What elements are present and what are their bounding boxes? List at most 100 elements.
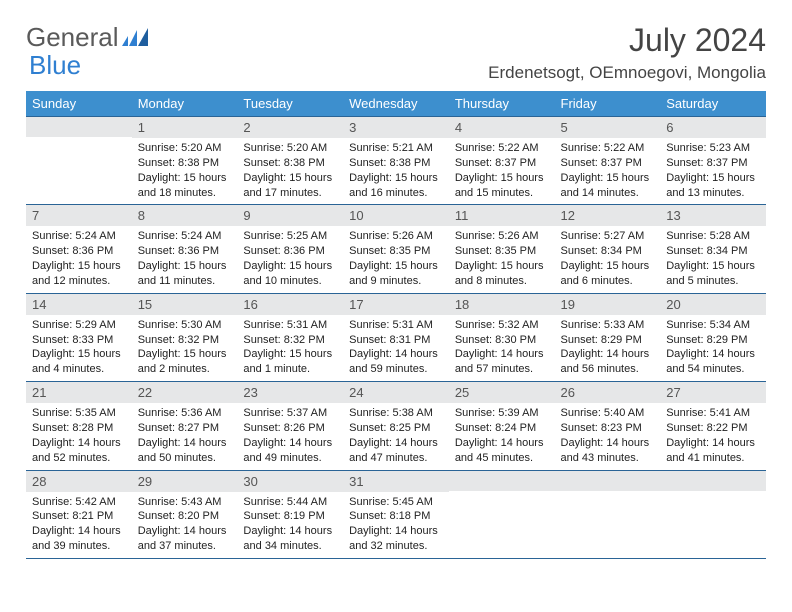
daylight-text: Daylight: 15 hours and 4 minutes. [32, 347, 126, 377]
day-number: 26 [555, 382, 661, 403]
day-content: Sunrise: 5:21 AMSunset: 8:38 PMDaylight:… [343, 138, 449, 204]
sunset-text: Sunset: 8:19 PM [243, 509, 337, 524]
daylight-text: Daylight: 14 hours and 43 minutes. [561, 436, 655, 466]
sunset-text: Sunset: 8:23 PM [561, 421, 655, 436]
sunrise-text: Sunrise: 5:44 AM [243, 495, 337, 510]
day-number: 6 [660, 117, 766, 138]
calendar-week: 1Sunrise: 5:20 AMSunset: 8:38 PMDaylight… [26, 117, 766, 205]
sunrise-text: Sunrise: 5:33 AM [561, 318, 655, 333]
weekday-header: Tuesday [237, 91, 343, 117]
sunset-text: Sunset: 8:33 PM [32, 333, 126, 348]
day-number: 1 [132, 117, 238, 138]
day-content: Sunrise: 5:40 AMSunset: 8:23 PMDaylight:… [555, 403, 661, 469]
weekday-header: Monday [132, 91, 238, 117]
brand-chart-icon [122, 22, 148, 53]
day-number: 28 [26, 471, 132, 492]
sunrise-text: Sunrise: 5:41 AM [666, 406, 760, 421]
sunrise-text: Sunrise: 5:24 AM [32, 229, 126, 244]
daylight-text: Daylight: 14 hours and 50 minutes. [138, 436, 232, 466]
day-number: 15 [132, 294, 238, 315]
calendar-cell: 16Sunrise: 5:31 AMSunset: 8:32 PMDayligh… [237, 293, 343, 381]
daylight-text: Daylight: 15 hours and 2 minutes. [138, 347, 232, 377]
daylight-text: Daylight: 14 hours and 39 minutes. [32, 524, 126, 554]
day-content: Sunrise: 5:20 AMSunset: 8:38 PMDaylight:… [237, 138, 343, 204]
day-content: Sunrise: 5:22 AMSunset: 8:37 PMDaylight:… [555, 138, 661, 204]
daylight-text: Daylight: 15 hours and 8 minutes. [455, 259, 549, 289]
daylight-text: Daylight: 15 hours and 1 minute. [243, 347, 337, 377]
sunset-text: Sunset: 8:29 PM [561, 333, 655, 348]
day-content: Sunrise: 5:22 AMSunset: 8:37 PMDaylight:… [449, 138, 555, 204]
sunrise-text: Sunrise: 5:20 AM [243, 141, 337, 156]
calendar-cell: 30Sunrise: 5:44 AMSunset: 8:19 PMDayligh… [237, 470, 343, 558]
day-number: 23 [237, 382, 343, 403]
calendar-body: 1Sunrise: 5:20 AMSunset: 8:38 PMDaylight… [26, 117, 766, 559]
day-number: 31 [343, 471, 449, 492]
calendar-cell: 8Sunrise: 5:24 AMSunset: 8:36 PMDaylight… [132, 205, 238, 293]
calendar-cell: 29Sunrise: 5:43 AMSunset: 8:20 PMDayligh… [132, 470, 238, 558]
sunrise-text: Sunrise: 5:39 AM [455, 406, 549, 421]
day-number: 11 [449, 205, 555, 226]
daylight-text: Daylight: 15 hours and 18 minutes. [138, 171, 232, 201]
sunset-text: Sunset: 8:24 PM [455, 421, 549, 436]
sunrise-text: Sunrise: 5:27 AM [561, 229, 655, 244]
daylight-text: Daylight: 14 hours and 34 minutes. [243, 524, 337, 554]
daylight-text: Daylight: 15 hours and 17 minutes. [243, 171, 337, 201]
calendar-cell: 27Sunrise: 5:41 AMSunset: 8:22 PMDayligh… [660, 382, 766, 470]
day-number: 17 [343, 294, 449, 315]
daylight-text: Daylight: 15 hours and 5 minutes. [666, 259, 760, 289]
daylight-text: Daylight: 14 hours and 47 minutes. [349, 436, 443, 466]
day-number [26, 117, 132, 137]
calendar-cell: 3Sunrise: 5:21 AMSunset: 8:38 PMDaylight… [343, 117, 449, 205]
sunrise-text: Sunrise: 5:31 AM [349, 318, 443, 333]
title-block: July 2024 Erdenetsogt, OEmnoegovi, Mongo… [488, 22, 766, 83]
sunset-text: Sunset: 8:25 PM [349, 421, 443, 436]
sunset-text: Sunset: 8:37 PM [561, 156, 655, 171]
daylight-text: Daylight: 15 hours and 11 minutes. [138, 259, 232, 289]
sunrise-text: Sunrise: 5:40 AM [561, 406, 655, 421]
day-number: 14 [26, 294, 132, 315]
calendar-cell [449, 470, 555, 558]
day-content: Sunrise: 5:36 AMSunset: 8:27 PMDaylight:… [132, 403, 238, 469]
calendar-week: 14Sunrise: 5:29 AMSunset: 8:33 PMDayligh… [26, 293, 766, 381]
daylight-text: Daylight: 15 hours and 14 minutes. [561, 171, 655, 201]
brand-part1: General [26, 22, 119, 53]
calendar-cell [26, 117, 132, 205]
day-content: Sunrise: 5:31 AMSunset: 8:31 PMDaylight:… [343, 315, 449, 381]
day-content: Sunrise: 5:24 AMSunset: 8:36 PMDaylight:… [132, 226, 238, 292]
day-number: 13 [660, 205, 766, 226]
calendar-cell: 9Sunrise: 5:25 AMSunset: 8:36 PMDaylight… [237, 205, 343, 293]
sunset-text: Sunset: 8:34 PM [561, 244, 655, 259]
daylight-text: Daylight: 14 hours and 52 minutes. [32, 436, 126, 466]
day-number: 2 [237, 117, 343, 138]
sunrise-text: Sunrise: 5:36 AM [138, 406, 232, 421]
sunset-text: Sunset: 8:31 PM [349, 333, 443, 348]
day-number: 3 [343, 117, 449, 138]
calendar-cell: 31Sunrise: 5:45 AMSunset: 8:18 PMDayligh… [343, 470, 449, 558]
daylight-text: Daylight: 15 hours and 13 minutes. [666, 171, 760, 201]
sunrise-text: Sunrise: 5:26 AM [455, 229, 549, 244]
calendar-cell: 7Sunrise: 5:24 AMSunset: 8:36 PMDaylight… [26, 205, 132, 293]
weekday-header: Friday [555, 91, 661, 117]
sunset-text: Sunset: 8:30 PM [455, 333, 549, 348]
day-number: 4 [449, 117, 555, 138]
sunrise-text: Sunrise: 5:22 AM [561, 141, 655, 156]
calendar-cell: 28Sunrise: 5:42 AMSunset: 8:21 PMDayligh… [26, 470, 132, 558]
day-content: Sunrise: 5:20 AMSunset: 8:38 PMDaylight:… [132, 138, 238, 204]
calendar-cell: 26Sunrise: 5:40 AMSunset: 8:23 PMDayligh… [555, 382, 661, 470]
day-content: Sunrise: 5:23 AMSunset: 8:37 PMDaylight:… [660, 138, 766, 204]
sunrise-text: Sunrise: 5:20 AM [138, 141, 232, 156]
day-number: 24 [343, 382, 449, 403]
calendar-cell: 18Sunrise: 5:32 AMSunset: 8:30 PMDayligh… [449, 293, 555, 381]
calendar-cell: 23Sunrise: 5:37 AMSunset: 8:26 PMDayligh… [237, 382, 343, 470]
day-content: Sunrise: 5:43 AMSunset: 8:20 PMDaylight:… [132, 492, 238, 558]
daylight-text: Daylight: 14 hours and 54 minutes. [666, 347, 760, 377]
calendar-cell: 2Sunrise: 5:20 AMSunset: 8:38 PMDaylight… [237, 117, 343, 205]
sunrise-text: Sunrise: 5:25 AM [243, 229, 337, 244]
daylight-text: Daylight: 15 hours and 6 minutes. [561, 259, 655, 289]
day-number [555, 471, 661, 491]
sunrise-text: Sunrise: 5:35 AM [32, 406, 126, 421]
day-content: Sunrise: 5:30 AMSunset: 8:32 PMDaylight:… [132, 315, 238, 381]
calendar-cell [555, 470, 661, 558]
calendar-cell: 14Sunrise: 5:29 AMSunset: 8:33 PMDayligh… [26, 293, 132, 381]
day-content: Sunrise: 5:44 AMSunset: 8:19 PMDaylight:… [237, 492, 343, 558]
